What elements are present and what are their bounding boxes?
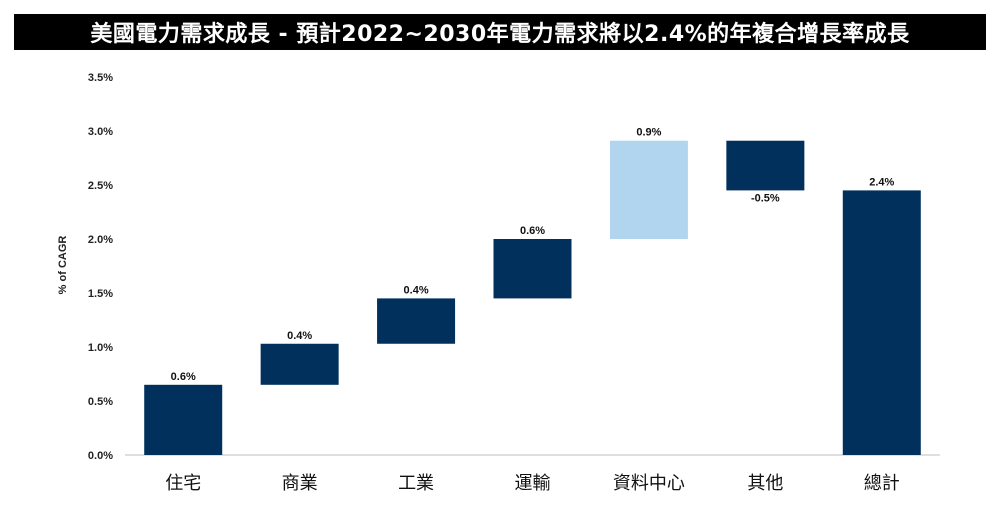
category-label: 資料中心	[613, 473, 685, 494]
data-label: 0.4%	[404, 284, 429, 296]
category-label: 住宅	[165, 473, 201, 494]
data-label: 0.6%	[171, 371, 196, 383]
y-tick-label: 1.0%	[88, 342, 113, 354]
bar-7	[842, 190, 921, 455]
category-label: 工業	[398, 473, 434, 494]
y-tick-label: 1.5%	[88, 288, 113, 300]
data-label: 0.6%	[520, 225, 545, 237]
bar-6	[726, 140, 805, 191]
category-label: 運輸	[515, 473, 551, 494]
bar-3	[377, 298, 456, 344]
y-tick-label: 0.0%	[88, 450, 113, 462]
bar-5	[609, 140, 688, 239]
y-tick-label: 2.0%	[88, 234, 113, 246]
bar-2	[260, 343, 339, 385]
y-tick-label: 0.5%	[88, 396, 113, 408]
y-tick-label: 2.5%	[88, 180, 113, 192]
category-label: 商業	[282, 473, 318, 494]
y-tick-label: 3.5%	[88, 72, 113, 84]
y-axis-label: % of CAGR	[57, 236, 69, 295]
data-label: 0.4%	[287, 330, 312, 342]
chart-title: 美國電力需求成長 - 預計2022~2030年電力需求將以2.4%的年複合增長率…	[14, 14, 986, 50]
category-label: 總計	[864, 473, 900, 494]
data-label: 0.9%	[636, 127, 661, 139]
y-tick-label: 3.0%	[88, 126, 113, 138]
data-label: 2.4%	[869, 176, 894, 188]
bar-1	[144, 384, 223, 455]
category-label: 其他	[747, 473, 783, 494]
data-label: -0.5%	[751, 192, 780, 204]
bar-4	[493, 239, 572, 299]
